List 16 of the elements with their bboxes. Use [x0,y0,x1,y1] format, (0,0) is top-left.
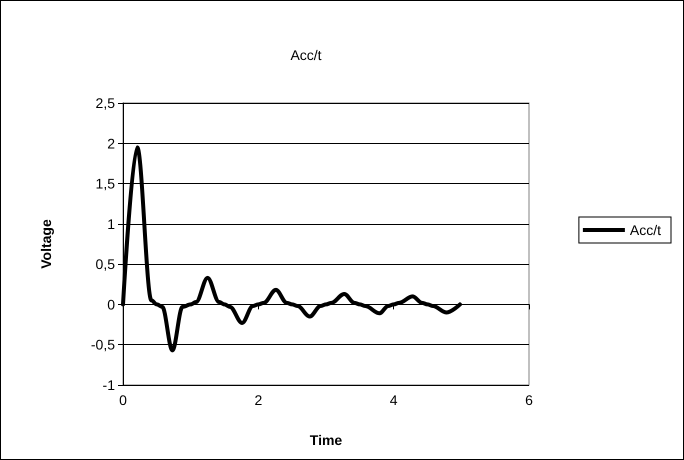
chart-title: Acc/t [290,47,322,63]
legend-label: Acc/t [630,222,662,238]
y-tick-label: 2,5 [96,95,116,111]
y-axis-title: Voltage [38,219,54,269]
x-axis-title: Time [310,432,342,448]
y-tick-label: -1 [102,377,116,393]
x-tick-label: 6 [525,392,534,408]
y-tick-label: 0,5 [96,256,116,272]
y-tick-label: 1 [107,216,116,232]
y-tick-label: 2 [107,135,116,152]
y-tick-label: 1,5 [96,176,116,192]
x-tick-label: 2 [254,392,262,408]
y-tick-label: 0 [107,296,116,312]
x-tick-label: 0 [119,392,128,408]
y-tick-label: -0,5 [90,336,116,353]
x-tick-label: 4 [390,392,398,408]
